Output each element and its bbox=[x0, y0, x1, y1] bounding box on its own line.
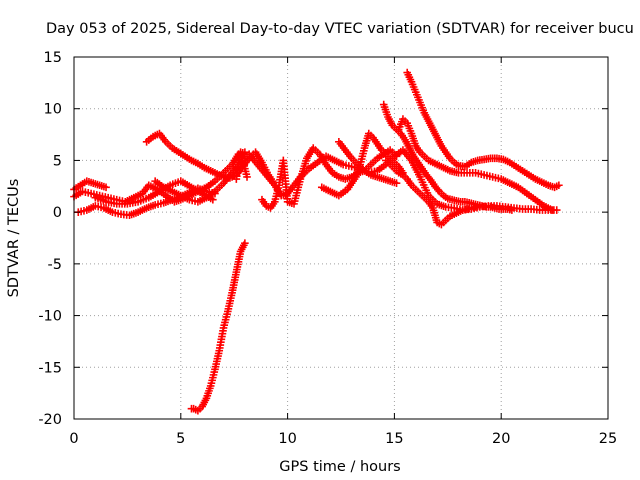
series-track-13 bbox=[403, 68, 563, 192]
plot-frame bbox=[73, 56, 609, 420]
y-axis-label: SDTVAR / TECUs bbox=[6, 179, 22, 298]
series-track-15 bbox=[187, 239, 249, 415]
chart-title: Day 053 of 2025, Sidereal Day-to-day VTE… bbox=[46, 21, 634, 37]
data-point bbox=[555, 181, 563, 190]
y-tick-label: -5 bbox=[48, 257, 62, 273]
y-tick-label: 15 bbox=[44, 50, 62, 66]
series-track-7 bbox=[232, 148, 251, 183]
data-point bbox=[209, 195, 217, 204]
series-track-10 bbox=[335, 138, 401, 187]
x-tick-label: 15 bbox=[385, 431, 403, 447]
series-track-4 bbox=[91, 177, 217, 208]
series-track-9 bbox=[317, 129, 407, 200]
axis-ticks: 0 5 10 15 20 25 -20 -15 -10 -5 0 5 10 15 bbox=[38, 50, 617, 447]
data-point bbox=[392, 152, 401, 161]
series-track-2 bbox=[70, 177, 110, 194]
series-track-8 bbox=[258, 144, 401, 212]
x-tick-label: 5 bbox=[176, 431, 185, 447]
x-tick-label: 10 bbox=[278, 431, 296, 447]
y-tick-label: -20 bbox=[38, 412, 62, 428]
grid-lines bbox=[74, 57, 608, 419]
y-tick-label: 0 bbox=[53, 205, 62, 221]
x-axis-label: GPS time / hours bbox=[279, 459, 400, 475]
data-point bbox=[508, 206, 516, 214]
series-track-14 bbox=[382, 156, 484, 229]
series-track-5 bbox=[142, 129, 277, 185]
data-point bbox=[241, 239, 249, 247]
y-tick-label: 10 bbox=[44, 102, 62, 118]
x-tick-label: 20 bbox=[492, 431, 510, 447]
series-track-11 bbox=[379, 100, 516, 214]
data-point bbox=[548, 206, 557, 214]
x-tick-label: 0 bbox=[69, 431, 78, 447]
y-tick-label: 5 bbox=[53, 153, 62, 169]
data-point bbox=[476, 202, 484, 210]
data-points bbox=[70, 68, 563, 415]
data-point bbox=[392, 179, 401, 187]
data-point bbox=[102, 183, 110, 192]
x-tick-label: 25 bbox=[599, 431, 617, 447]
y-tick-label: -15 bbox=[38, 360, 62, 376]
data-point bbox=[243, 173, 251, 181]
y-tick-label: -10 bbox=[38, 309, 62, 325]
series-track-12 bbox=[394, 115, 557, 214]
